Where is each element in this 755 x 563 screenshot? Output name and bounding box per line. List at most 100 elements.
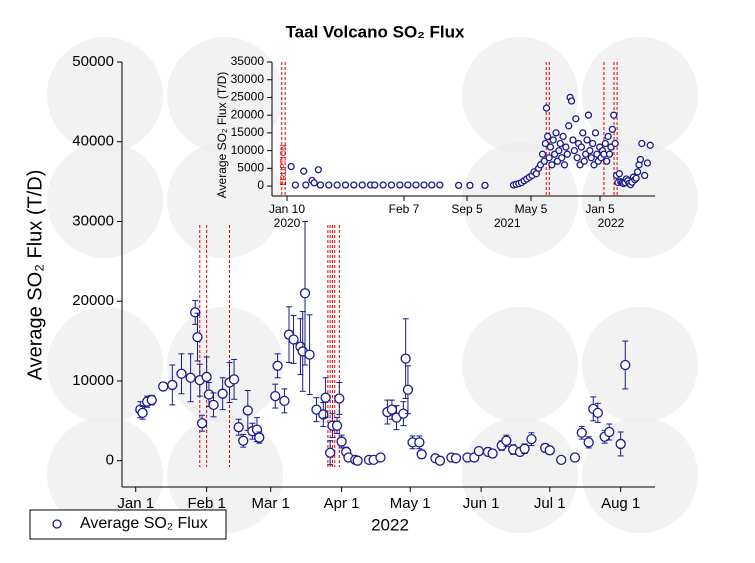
- x-tick-label: May 1: [390, 495, 431, 512]
- point: [552, 129, 560, 137]
- point: [538, 150, 547, 158]
- x-tick-label: May 5: [515, 202, 548, 216]
- point: [633, 168, 642, 176]
- point: [638, 139, 646, 148]
- point: [331, 420, 343, 431]
- point: [242, 405, 253, 416]
- point: [304, 349, 315, 360]
- point: [608, 125, 616, 134]
- point: [587, 154, 595, 162]
- point: [604, 426, 615, 438]
- y-tick-label: 40000: [72, 133, 114, 150]
- point: [640, 171, 649, 180]
- point: [555, 146, 563, 155]
- y-tick-label: 10000: [231, 143, 265, 157]
- legend-marker: [52, 519, 62, 529]
- point: [646, 141, 654, 149]
- point: [454, 181, 463, 190]
- point: [333, 181, 341, 189]
- point: [414, 437, 425, 448]
- point: [592, 407, 603, 418]
- x-axis-title: 2022: [371, 515, 409, 534]
- point: [473, 445, 485, 457]
- point: [569, 136, 577, 144]
- point: [310, 179, 318, 187]
- point: [137, 407, 148, 418]
- chart-title: Taal Volcano SO₂ Flux: [286, 22, 465, 41]
- point: [316, 181, 325, 189]
- x-tick-label: Feb 1: [187, 495, 225, 512]
- point: [589, 139, 597, 148]
- point: [336, 436, 347, 447]
- x-tick-label: Jan 5: [585, 202, 615, 216]
- point: [615, 170, 624, 178]
- point: [320, 392, 331, 403]
- point: [238, 435, 249, 446]
- point: [146, 394, 157, 406]
- point: [358, 181, 366, 189]
- point: [158, 381, 169, 392]
- point: [352, 455, 363, 466]
- point: [203, 389, 215, 400]
- y-tick-label: 20000: [72, 292, 114, 309]
- point: [375, 452, 386, 463]
- point: [501, 435, 512, 446]
- point: [325, 447, 336, 458]
- point: [601, 139, 609, 148]
- point: [270, 390, 281, 402]
- x-tick-label: Apr 1: [324, 495, 360, 512]
- legend: Average SO₂ Flux: [29, 509, 227, 540]
- y-tick-label: 30000: [231, 72, 265, 86]
- y-tick-label: 30000: [72, 212, 114, 229]
- point: [576, 427, 587, 438]
- point: [287, 162, 295, 171]
- point: [254, 432, 265, 443]
- point: [604, 132, 612, 141]
- point: [611, 139, 619, 148]
- point: [567, 97, 576, 105]
- point: [583, 437, 594, 448]
- point: [404, 181, 412, 189]
- x-tick-label: Jun 1: [463, 495, 500, 512]
- point: [544, 445, 555, 456]
- x-tick-label: Feb 7: [389, 202, 420, 216]
- point: [519, 443, 530, 454]
- point: [302, 181, 310, 189]
- point: [208, 399, 219, 411]
- point: [176, 368, 187, 379]
- x-tick-label: 2022: [598, 216, 625, 230]
- point: [185, 372, 196, 383]
- point: [526, 434, 537, 445]
- point: [605, 150, 614, 158]
- point: [400, 353, 411, 364]
- point: [314, 166, 322, 174]
- point: [643, 159, 652, 167]
- point: [556, 454, 567, 466]
- x-tick-label: Jan 10: [269, 202, 305, 216]
- point: [546, 143, 555, 151]
- point: [560, 161, 569, 169]
- point: [572, 115, 580, 123]
- point: [541, 139, 550, 148]
- y-tick-label: 0: [106, 452, 114, 469]
- point: [350, 181, 358, 189]
- point: [584, 111, 593, 119]
- point: [548, 161, 556, 169]
- point: [583, 136, 591, 144]
- legend-label: Average SO₂ Flux: [80, 515, 208, 532]
- point: [428, 181, 436, 189]
- y-tick-label: 35000: [231, 54, 265, 68]
- x-tick-label: Jul 1: [534, 495, 566, 512]
- point: [371, 181, 379, 189]
- point: [167, 379, 178, 391]
- point: [569, 452, 581, 463]
- point: [217, 388, 228, 399]
- point: [299, 288, 311, 299]
- point: [636, 155, 645, 164]
- point: [450, 453, 462, 464]
- point: [487, 448, 498, 459]
- point: [603, 157, 611, 165]
- x-tick-label: Mar 1: [252, 495, 290, 512]
- point: [436, 181, 444, 189]
